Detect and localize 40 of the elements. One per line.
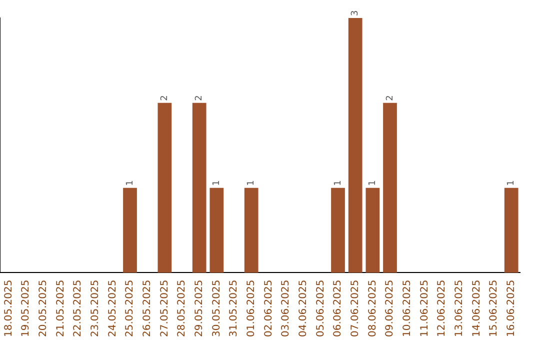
- x-tick-label: 23.05.2025: [90, 280, 101, 338]
- x-tick-label: 16.06.2025: [506, 280, 517, 338]
- x-tick-label: 14.06.2025: [471, 280, 482, 338]
- x-tick-label: 28.05.2025: [176, 280, 188, 338]
- data-label: 1: [246, 180, 257, 186]
- data-label: 2: [160, 95, 170, 101]
- x-tick-label: 03.06.2025: [280, 280, 292, 338]
- x-tick-label: 26.05.2025: [142, 280, 153, 338]
- x-tick-label: 13.06.2025: [454, 280, 465, 338]
- data-label: 1: [125, 180, 136, 186]
- data-label: 1: [506, 180, 517, 186]
- data-label: 1: [368, 180, 378, 186]
- x-tick-label: 20.05.2025: [38, 280, 49, 338]
- x-tick-label: 27.05.2025: [159, 280, 170, 338]
- data-label: 3: [350, 10, 361, 16]
- x-tick-label: 15.06.2025: [488, 280, 500, 338]
- x-tick-label: 07.06.2025: [350, 280, 361, 338]
- x-tick-label: 30.05.2025: [211, 280, 222, 338]
- data-label: 1: [212, 180, 222, 186]
- data-label: 2: [385, 95, 396, 101]
- data-label: 1: [333, 180, 344, 186]
- x-tick-label: 06.06.2025: [332, 280, 344, 338]
- x-tick-label: 05.06.2025: [315, 280, 326, 338]
- x-tick-label: 25.05.2025: [124, 280, 136, 338]
- x-tick-label: 29.05.2025: [194, 280, 205, 338]
- x-tick-label: 10.06.2025: [402, 280, 413, 338]
- x-tick-label: 21.05.2025: [55, 280, 66, 338]
- x-tick-label: 19.05.2025: [20, 280, 32, 338]
- x-tick-label: 02.06.2025: [263, 280, 274, 338]
- x-tick-label: 01.06.2025: [246, 280, 257, 338]
- x-tick-label: 04.06.2025: [298, 280, 309, 338]
- x-tick-label: 24.05.2025: [107, 280, 118, 338]
- x-tick-label: 09.06.2025: [384, 280, 396, 338]
- x-tick-label: 08.06.2025: [367, 280, 378, 338]
- x-tick-label: 22.05.2025: [72, 280, 84, 338]
- x-tick-label: 18.05.2025: [3, 280, 14, 338]
- x-tick-label: 31.05.2025: [228, 280, 240, 338]
- x-tick-label: 11.06.2025: [419, 280, 430, 338]
- x-tick-label: 12.06.2025: [436, 280, 448, 338]
- data-label: 2: [194, 95, 205, 101]
